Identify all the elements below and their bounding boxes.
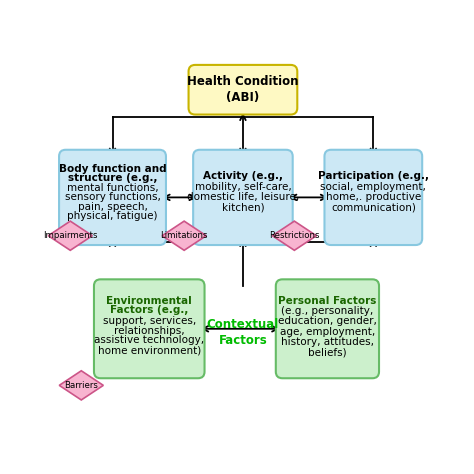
Polygon shape xyxy=(59,371,103,400)
FancyBboxPatch shape xyxy=(325,150,422,245)
FancyBboxPatch shape xyxy=(59,150,166,245)
Text: Restrictions: Restrictions xyxy=(269,231,319,240)
FancyBboxPatch shape xyxy=(193,150,293,245)
Text: Impairments: Impairments xyxy=(43,231,98,240)
Text: Barriers: Barriers xyxy=(64,381,98,390)
Text: kitchen): kitchen) xyxy=(222,202,264,213)
Text: Personal Factors: Personal Factors xyxy=(278,296,377,306)
FancyBboxPatch shape xyxy=(276,279,379,378)
Text: education, gender,: education, gender, xyxy=(278,317,377,327)
Text: age, employment,: age, employment, xyxy=(280,327,375,337)
Text: mental functions,: mental functions, xyxy=(67,183,158,193)
Text: support, services,: support, services, xyxy=(103,316,196,326)
Text: Activity (e.g.,: Activity (e.g., xyxy=(203,171,283,181)
FancyBboxPatch shape xyxy=(94,279,205,378)
Text: communication): communication) xyxy=(331,202,416,213)
Text: assistive technology,: assistive technology, xyxy=(94,336,204,346)
Text: Contextual
Factors: Contextual Factors xyxy=(207,318,279,347)
Text: Body function and: Body function and xyxy=(59,164,166,174)
Text: sensory functions,: sensory functions, xyxy=(64,192,161,202)
Text: Participation (e.g.,: Participation (e.g., xyxy=(318,171,429,181)
Text: Environmental: Environmental xyxy=(106,296,192,306)
Polygon shape xyxy=(272,221,316,250)
FancyBboxPatch shape xyxy=(189,65,297,115)
Text: home environment): home environment) xyxy=(98,346,201,356)
Text: (ABI): (ABI) xyxy=(226,91,260,104)
Text: home,. productive: home,. productive xyxy=(326,192,421,202)
Text: physical, fatigue): physical, fatigue) xyxy=(67,211,158,221)
Text: relationships,: relationships, xyxy=(114,326,184,336)
Text: (e.g., personality,: (e.g., personality, xyxy=(281,306,374,316)
Text: beliefs): beliefs) xyxy=(308,347,346,357)
Text: pain, speech,: pain, speech, xyxy=(78,201,147,211)
Text: mobility, self-care,: mobility, self-care, xyxy=(194,182,292,192)
Text: structure (e.g.,: structure (e.g., xyxy=(68,173,157,183)
Text: domestic life, leisure,: domestic life, leisure, xyxy=(187,192,299,202)
Text: history, attitudes,: history, attitudes, xyxy=(281,337,374,347)
Text: Health Condition: Health Condition xyxy=(187,75,299,88)
Text: Factors (e.g.,: Factors (e.g., xyxy=(110,305,189,315)
Text: social, employment,: social, employment, xyxy=(320,182,426,192)
Text: Limitations: Limitations xyxy=(160,231,208,240)
Polygon shape xyxy=(162,221,206,250)
Polygon shape xyxy=(48,221,92,250)
